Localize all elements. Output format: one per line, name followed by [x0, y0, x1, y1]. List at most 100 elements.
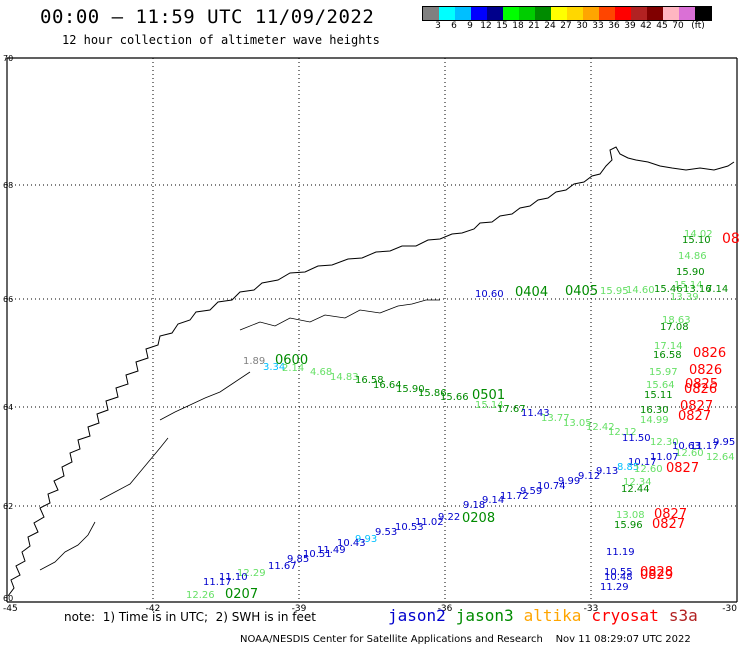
credit-line: NOAA/NESDIS Center for Satellite Applica… — [240, 634, 691, 645]
wave-height-label: 12.42 — [586, 422, 615, 433]
wave-height-label: 0826 — [684, 382, 717, 397]
wave-height-label: 3.34 — [263, 362, 285, 373]
coastline-path — [99, 437, 169, 501]
colorbar-label: 15 — [496, 21, 508, 31]
wave-height-label: 12.30 — [650, 437, 679, 448]
page-subtitle: 12 hour collection of altimeter wave hei… — [62, 33, 380, 47]
greenland-coastline — [7, 146, 735, 597]
wave-height-label: 14.86 — [678, 251, 707, 262]
wave-height-label: 11.07 — [650, 452, 679, 463]
wave-height-label: 12.60 — [634, 464, 663, 475]
wave-height-label: 17.14 — [654, 341, 683, 352]
y-tick-label: 62 — [3, 502, 13, 511]
wave-height-label: 11.19 — [606, 547, 635, 558]
coastline-path — [239, 299, 440, 331]
colorbar-label: 6 — [451, 21, 457, 31]
wave-height-label: 10.53 — [395, 522, 424, 533]
satellite-cryosat: cryosat — [591, 606, 659, 625]
colorbar-label: 12 — [480, 21, 492, 31]
wave-height-label: 13.77 — [541, 413, 570, 424]
wave-height-label: 0827 — [654, 507, 687, 522]
wave-height-label: 9.22 — [438, 512, 460, 523]
wave-height-label: 1.89 — [243, 356, 265, 367]
satellite-altika: altika — [523, 606, 582, 625]
colorbar-swatch — [679, 7, 695, 20]
wave-height-label: 10.43 — [337, 538, 366, 549]
wave-height-label: 17.67 — [497, 404, 526, 415]
x-tick-label: -30 — [722, 604, 737, 614]
wave-height-label: 9.93 — [355, 534, 377, 545]
colorbar-swatch — [535, 7, 551, 20]
colorbar-label: 3 — [435, 21, 441, 31]
wave-height-label: 11.49 — [317, 545, 346, 556]
wave-height-label: 10.48 — [604, 572, 633, 583]
wave-height-label: 16.64 — [373, 380, 402, 391]
colorbar-label: 42 — [640, 21, 652, 31]
wave-height-label: 17.08 — [660, 322, 689, 333]
wave-height-label: 12.34 — [623, 477, 652, 488]
wave-height-label: 0826 — [693, 346, 726, 361]
wave-height-label: 11.02 — [415, 517, 444, 528]
wave-height-label: 16.58 — [653, 350, 682, 361]
colorbar-swatch — [519, 7, 535, 20]
y-tick-label: 60 — [3, 594, 13, 603]
colorbar-swatch — [551, 7, 567, 20]
y-tick-label: 70 — [3, 54, 13, 63]
wave-height-label: 12.60 — [675, 448, 704, 459]
colorbar-swatch — [455, 7, 471, 20]
wave-height-label: 10.60 — [475, 289, 504, 300]
wave-height-label: 12.44 — [621, 484, 650, 495]
wave-height-label: 7.14 — [706, 284, 728, 295]
wave-height-label: 13.39 — [670, 292, 699, 303]
colorbar-swatch — [583, 7, 599, 20]
wave-height-label: 0827 — [652, 517, 685, 532]
wave-height-label: 0827 — [678, 409, 711, 424]
wave-height-label: 2.14 — [282, 363, 304, 374]
colorbar-label: 36 — [608, 21, 620, 31]
wave-height-label: 11.10 — [219, 572, 248, 583]
satellite-jason3: jason3 — [455, 606, 514, 625]
colorbar-swatch — [423, 7, 439, 20]
wave-height-label: 10.51 — [303, 549, 332, 560]
wave-height-label: 15.10 — [682, 235, 711, 246]
colorbar-swatch — [471, 7, 487, 20]
wave-height-label: 11.29 — [600, 582, 629, 593]
wave-height-label: 0829 — [640, 568, 673, 583]
wave-height-label: 9.95 — [713, 437, 735, 448]
wave-height-label: 12.29 — [237, 568, 266, 579]
wave-height-label: 11.17 — [690, 441, 719, 452]
wave-height-label: 15.66 — [440, 392, 469, 403]
wave-height-label: 15.14 — [475, 400, 504, 411]
wave-height-label: 15.11 — [644, 390, 673, 401]
wave-height-label: 12.64 — [706, 452, 735, 463]
x-tick-label: -42 — [146, 604, 161, 614]
wave-height-label: 12.12 — [608, 427, 637, 438]
wave-height-label: 11.67 — [268, 561, 297, 572]
wave-height-label: 16.30 — [640, 405, 669, 416]
wave-height-label: 9.13 — [596, 466, 618, 477]
wave-height-label: 0501 — [472, 388, 505, 403]
colorbar-swatch — [599, 7, 615, 20]
wave-height-label: 0207 — [225, 587, 258, 602]
wave-height-label: 10.63 — [672, 441, 701, 452]
wave-height-label: 15.90 — [396, 384, 425, 395]
units-note: note: 1) Time is in UTC; 2) SWH is in fe… — [64, 610, 316, 624]
wave-height-label: 10.17 — [628, 457, 657, 468]
wave-height-label: 08 — [722, 231, 740, 247]
satellite-jason2: jason2 — [388, 606, 446, 625]
wave-height-label: 9.12 — [578, 471, 600, 482]
x-tick-label: -45 — [3, 604, 18, 614]
wave-height-label: 0404 — [515, 285, 548, 300]
wave-height-label: 14.60 — [626, 285, 655, 296]
colorbar-swatch — [567, 7, 583, 20]
colorbar-swatch — [663, 7, 679, 20]
colorbar-label: 27 — [560, 21, 572, 31]
wave-height-colorbar — [422, 6, 712, 21]
colorbar-label: 39 — [624, 21, 636, 31]
wave-height-label: 13.16 — [683, 284, 712, 295]
wave-height-label: 11.43 — [521, 408, 550, 419]
wave-height-label: 15.97 — [649, 367, 678, 378]
colorbar-swatch — [439, 7, 455, 20]
